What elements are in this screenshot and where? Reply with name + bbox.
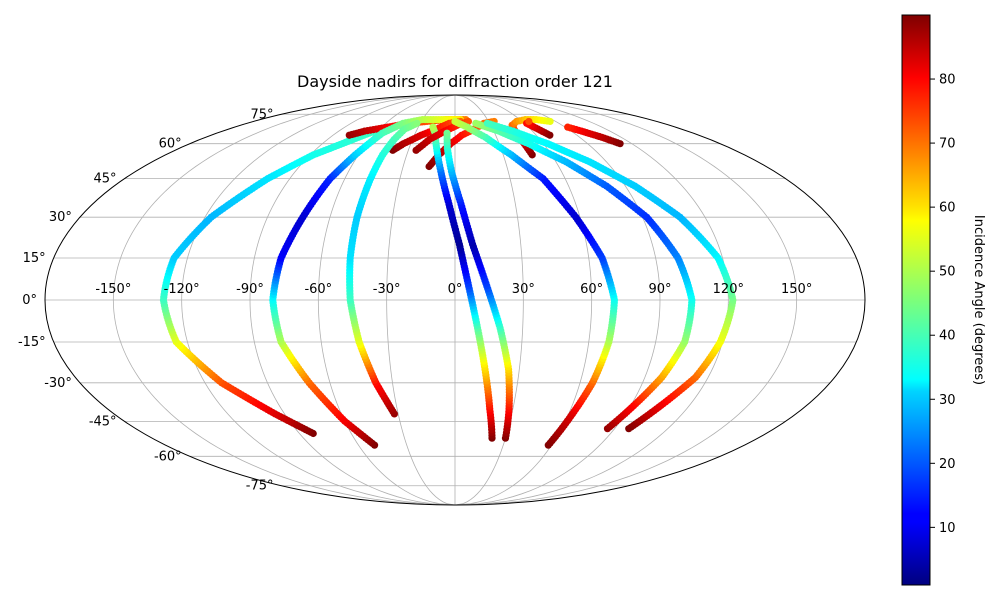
nadir-point xyxy=(413,119,421,127)
longitude-tick-label: 60° xyxy=(580,282,603,297)
longitude-tick-label: 30° xyxy=(512,282,535,297)
longitude-labels: -150° -120° -90° -60° -30° 0° 30° 60° 90° 120° 150… xyxy=(95,282,812,297)
latitude-tick-label: 60° xyxy=(159,137,182,152)
nadir-point xyxy=(451,117,459,126)
chart-title: Dayside nadirs for diffraction order 121 xyxy=(297,72,613,91)
nadir-point xyxy=(564,123,572,131)
colorbar-label: Incidence Angle (degrees) xyxy=(971,215,986,385)
map-boundary xyxy=(44,94,866,506)
longitude-tick-label: 90° xyxy=(648,282,671,297)
latitude-tick-label: -15° xyxy=(18,335,46,350)
colorbar-tick-label: 60 xyxy=(939,201,956,216)
colorbar-tick-label: 20 xyxy=(939,457,956,472)
latitude-tick-label: 0° xyxy=(22,293,37,308)
nadir-point xyxy=(546,117,554,126)
latitude-tick-label: -30° xyxy=(44,376,72,391)
colorbar-tick-label: 30 xyxy=(939,393,956,408)
graticule xyxy=(45,95,865,505)
longitude-tick-label: -30° xyxy=(373,282,401,297)
nadir-point xyxy=(429,123,437,131)
colorbar-tick-label: 70 xyxy=(939,137,956,152)
longitude-tick-label: -150° xyxy=(95,282,131,297)
longitude-tick-label: -90° xyxy=(236,282,264,297)
colorbar-tick-label: 40 xyxy=(939,329,956,344)
longitude-tick-label: -60° xyxy=(304,282,332,297)
latitude-labels: 75° 60° 45° 30° 15° 0° -15° -30° -45° -60° -75° xyxy=(18,107,274,493)
longitude-tick-label: 120° xyxy=(713,282,744,297)
nadir-point xyxy=(483,119,491,127)
colorbar-ticks: 10 20 30 40 50 60 70 80 xyxy=(930,73,956,536)
longitude-tick-label: -120° xyxy=(164,282,200,297)
latitude-tick-label: -60° xyxy=(154,449,182,464)
longitude-tick-label: 0° xyxy=(448,282,463,297)
latitude-tick-label: 15° xyxy=(23,251,46,266)
colorbar-tick-label: 80 xyxy=(939,73,956,88)
latitude-tick-label: 30° xyxy=(49,210,72,225)
latitude-tick-label: 75° xyxy=(250,107,273,122)
longitude-tick-label: 150° xyxy=(781,282,812,297)
colorbar xyxy=(901,14,931,586)
latitude-tick-label: 45° xyxy=(94,172,117,187)
latitude-tick-label: -45° xyxy=(89,414,117,429)
nadir-point xyxy=(525,117,533,126)
colorbar-tick-label: 10 xyxy=(939,521,956,536)
colorbar-tick-label: 50 xyxy=(939,265,956,280)
nadir-point xyxy=(472,119,480,127)
nadir-tracks xyxy=(159,115,737,449)
latitude-tick-label: -75° xyxy=(246,479,274,494)
nadir-point xyxy=(443,129,451,137)
